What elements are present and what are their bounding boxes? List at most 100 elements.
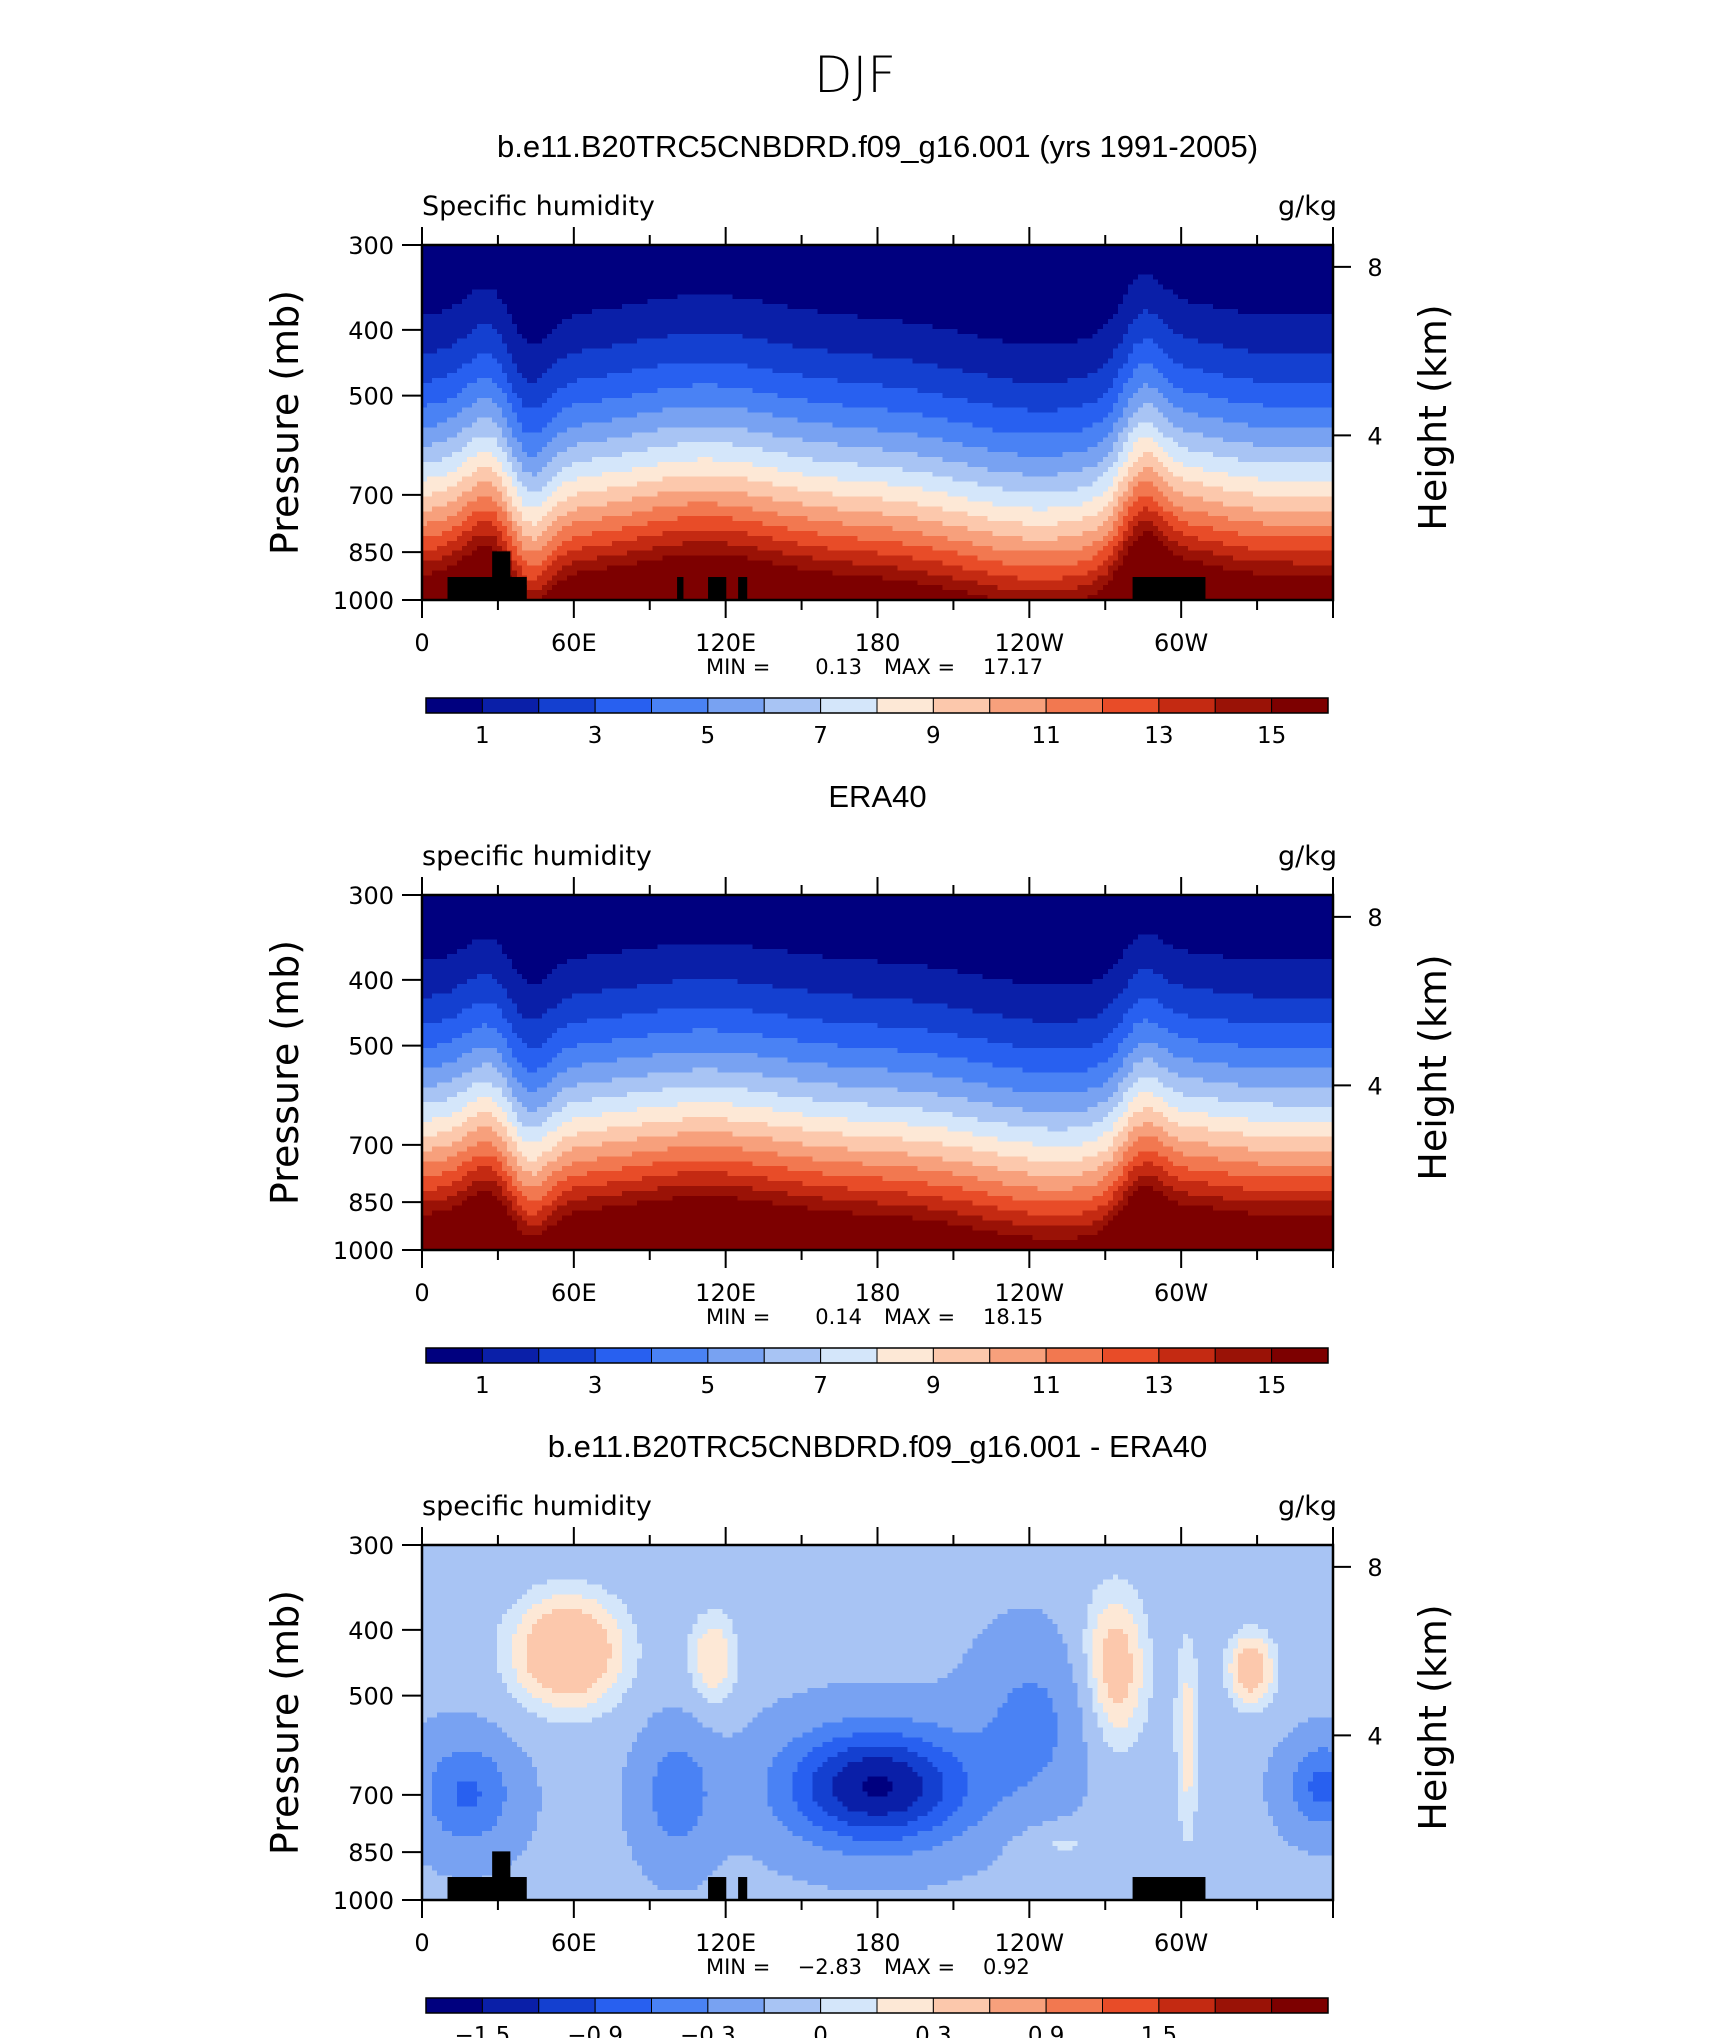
contour-cell bbox=[1177, 338, 1184, 345]
contour-cell bbox=[1012, 304, 1019, 310]
contour-cell bbox=[462, 304, 468, 310]
contour-cell bbox=[817, 358, 824, 364]
contour-cell bbox=[757, 264, 763, 271]
contour-cell bbox=[977, 328, 984, 335]
contour-cell bbox=[537, 318, 543, 325]
contour-cell bbox=[657, 245, 663, 251]
contour-cell bbox=[1327, 318, 1334, 325]
contour-cell bbox=[1282, 294, 1289, 300]
contour-cell bbox=[442, 328, 448, 335]
contour-cell bbox=[967, 353, 974, 359]
contour-cell bbox=[1002, 314, 1009, 320]
contour-cell bbox=[447, 323, 453, 330]
contour-cell bbox=[1167, 299, 1174, 305]
contour-cell bbox=[457, 249, 463, 256]
contour-cell bbox=[612, 318, 618, 325]
contour-cell bbox=[1287, 323, 1294, 330]
contour-cell bbox=[1032, 269, 1039, 276]
contour-cell bbox=[952, 299, 959, 305]
contour-cell bbox=[702, 284, 708, 290]
contour-cell bbox=[1142, 254, 1149, 261]
contour-cell bbox=[747, 304, 753, 310]
contour-cell bbox=[1122, 279, 1129, 286]
contour-cell bbox=[792, 343, 799, 350]
contour-cell bbox=[1192, 323, 1199, 330]
contour-cell bbox=[842, 294, 849, 300]
contour-cell bbox=[1017, 245, 1024, 251]
contour-cell bbox=[1232, 314, 1239, 320]
contour-cell bbox=[1102, 259, 1109, 266]
contour-cell bbox=[542, 254, 548, 261]
contour-cell bbox=[917, 304, 924, 310]
contour-cell bbox=[787, 338, 794, 345]
contour-cell bbox=[712, 309, 718, 315]
contour-cell bbox=[1082, 353, 1089, 359]
contour-cell bbox=[642, 323, 648, 330]
contour-cell bbox=[1102, 294, 1109, 300]
contour-cell bbox=[697, 314, 703, 320]
contour-cell bbox=[817, 323, 824, 330]
panel-title: b.e11.B20TRC5CNBDRD.f09_g16.001 (yrs 199… bbox=[497, 129, 1258, 164]
contour-cell bbox=[1117, 269, 1124, 276]
contour-cell bbox=[1147, 264, 1154, 271]
contour-cell bbox=[1122, 368, 1129, 374]
contour-cell bbox=[1297, 314, 1304, 320]
contour-cell bbox=[452, 328, 458, 335]
contour-cell bbox=[1112, 343, 1119, 350]
contour-cell bbox=[1002, 289, 1009, 295]
contour-cell bbox=[1102, 353, 1109, 359]
contour-cell bbox=[1317, 304, 1324, 310]
contour-cell bbox=[487, 373, 493, 379]
contour-cell bbox=[1252, 274, 1259, 281]
contour-cell bbox=[877, 245, 884, 251]
contour-cell bbox=[1217, 269, 1224, 276]
contour-cell bbox=[667, 284, 673, 290]
contour-cell bbox=[462, 309, 468, 315]
contour-cell bbox=[657, 338, 663, 345]
contour-cell bbox=[1097, 304, 1104, 310]
contour-cell bbox=[612, 358, 618, 364]
contour-cell bbox=[932, 328, 939, 335]
contour-cell bbox=[627, 264, 633, 271]
contour-cell bbox=[467, 284, 473, 290]
contour-cell bbox=[1167, 274, 1174, 281]
contour-cell bbox=[557, 304, 563, 310]
contour-cell bbox=[892, 348, 899, 355]
contour-cell bbox=[522, 299, 528, 305]
contour-cell bbox=[1247, 249, 1254, 256]
contour-cell bbox=[1317, 294, 1324, 300]
contour-cell bbox=[717, 343, 723, 350]
contour-cell bbox=[827, 304, 834, 310]
contour-cell bbox=[552, 304, 558, 310]
contour-cell bbox=[642, 333, 648, 340]
contour-cell bbox=[612, 274, 618, 281]
contour-cell bbox=[1312, 249, 1319, 256]
contour-cell bbox=[817, 343, 824, 350]
contour-cell bbox=[642, 343, 648, 350]
contour-cell bbox=[722, 333, 728, 340]
contour-cell bbox=[757, 353, 763, 359]
contour-cell bbox=[922, 333, 929, 340]
contour-cell bbox=[717, 353, 723, 359]
contour-cell bbox=[937, 368, 944, 374]
contour-cell bbox=[612, 333, 618, 340]
contour-cell bbox=[652, 314, 658, 320]
contour-cell bbox=[1062, 274, 1069, 281]
contour-cell bbox=[532, 378, 538, 384]
contour-cell bbox=[812, 264, 819, 271]
contour-cell bbox=[932, 309, 939, 315]
contour-cell bbox=[1112, 318, 1119, 325]
contour-cell bbox=[1282, 333, 1289, 340]
contour-cell bbox=[867, 373, 874, 379]
contour-cell bbox=[737, 353, 743, 359]
contour-cell bbox=[707, 264, 713, 271]
contour-cell bbox=[1072, 318, 1079, 325]
contour-cell bbox=[782, 294, 789, 300]
contour-cell bbox=[1127, 279, 1134, 286]
contour-cell bbox=[757, 269, 763, 276]
contour-cell bbox=[887, 338, 894, 345]
contour-cell bbox=[487, 274, 493, 281]
contour-cell bbox=[1092, 269, 1099, 276]
contour-cell bbox=[1042, 254, 1049, 261]
contour-cell bbox=[767, 358, 773, 364]
